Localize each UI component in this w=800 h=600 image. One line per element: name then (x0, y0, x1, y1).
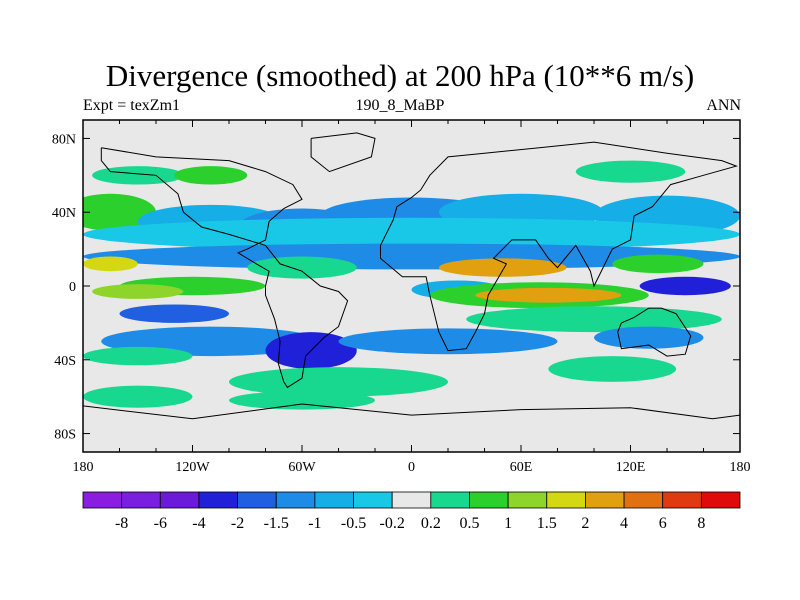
y-tick-label: 80S (54, 428, 76, 443)
colorbar-box-12 (546, 491, 586, 509)
colorbar-label: -6 (154, 515, 167, 532)
colorbar-box-11 (507, 491, 548, 509)
longitude-axis: 180 120W 60W 0 60E 120E 180 (73, 120, 751, 475)
field-region-27 (594, 326, 704, 349)
field-region-29 (229, 367, 448, 397)
colorbar-box-1 (121, 491, 161, 509)
colorbar-label: -1.5 (264, 515, 289, 532)
field-region-22 (466, 306, 722, 333)
x-tick-label: 180 (730, 460, 751, 475)
y-tick-label: 0 (69, 280, 76, 295)
colorbar-box-15 (662, 491, 702, 509)
coastline-outline (83, 132, 740, 420)
field-region-26 (338, 328, 558, 355)
coastline-1 (310, 132, 376, 173)
colorbar-box-13 (585, 491, 625, 509)
colorbar-label: -4 (192, 515, 205, 532)
field-region-9 (575, 160, 686, 183)
chart-title: Divergence (smoothed) at 200 hPa (10**6 … (105, 58, 695, 93)
colorbar-box-16 (700, 491, 741, 509)
colorbar-label: 6 (659, 515, 667, 532)
colorbar-box-7 (353, 491, 393, 509)
latitude-axis: 80N 40N 0 40S 80S (52, 132, 740, 443)
field-region-21 (119, 304, 229, 323)
field-region-14 (612, 254, 704, 274)
x-tick-label: 60W (288, 460, 316, 475)
colorbar-label: -1 (308, 515, 321, 532)
field-region-10 (83, 243, 740, 270)
y-tick-label: 40S (54, 354, 76, 369)
field-region-7 (92, 166, 184, 185)
colorbar-label: 4 (620, 515, 628, 532)
colorbar-box-3 (198, 491, 238, 509)
field-region-8 (174, 166, 248, 185)
coastline-3 (617, 307, 692, 357)
y-tick-label: 80N (52, 132, 76, 147)
field-region-11 (83, 256, 138, 272)
season-label: ANN (706, 97, 741, 114)
colorbar-box-6 (314, 491, 354, 509)
field-region-12 (247, 256, 357, 279)
coastline-0 (100, 147, 349, 389)
coastline-2 (380, 141, 739, 352)
case-label: 190_8_MaBP (355, 97, 445, 114)
colorbar-label: 0.5 (459, 515, 479, 532)
colorbar-label: -8 (115, 515, 128, 532)
x-tick-label: 120E (616, 460, 646, 475)
field-region-6 (83, 217, 740, 251)
field-region-13 (438, 258, 567, 277)
field-region-19 (475, 287, 622, 303)
colorbar-label: 8 (697, 515, 705, 532)
colorbar-box-8 (391, 491, 432, 509)
colorbar-box-4 (237, 491, 277, 509)
colorbar-box-2 (159, 491, 200, 509)
experiment-label: Expt = texZm1 (83, 97, 181, 114)
coastline-4 (83, 403, 740, 420)
colorbar-box-14 (623, 491, 664, 509)
x-tick-label: 60E (510, 460, 533, 475)
colorbar-label: 2 (581, 515, 589, 532)
colorbar-box-0 (82, 491, 123, 509)
colorbar-label: 0.2 (421, 515, 441, 532)
y-tick-label: 40N (52, 206, 76, 221)
field-region-32 (229, 391, 375, 410)
field-region-28 (83, 346, 193, 366)
divergence-field (83, 160, 740, 410)
colorbar-box-9 (430, 491, 470, 509)
colorbar-label: -2 (231, 515, 244, 532)
field-region-30 (548, 356, 677, 382)
x-tick-label: 180 (73, 460, 94, 475)
x-tick-label: 0 (408, 460, 415, 475)
colorbar-box-10 (469, 491, 509, 509)
colorbar-label: -0.5 (341, 515, 366, 532)
colorbar-box-5 (275, 491, 316, 509)
colorbar-label: 1.5 (537, 515, 557, 532)
colorbar-label: 1 (504, 515, 512, 532)
field-region-20 (639, 276, 731, 296)
colorbar: -8 -6 -4 -2 -1.5 -1 -0.5 -0.2 0.2 0.5 1 1.5 2 4 6 8 (82, 491, 741, 532)
field-region-31 (83, 385, 193, 408)
colorbar-label: -0.2 (380, 515, 405, 532)
field-region-16 (92, 284, 184, 299)
x-tick-label: 120W (175, 460, 210, 475)
field-region-0 (83, 193, 156, 231)
